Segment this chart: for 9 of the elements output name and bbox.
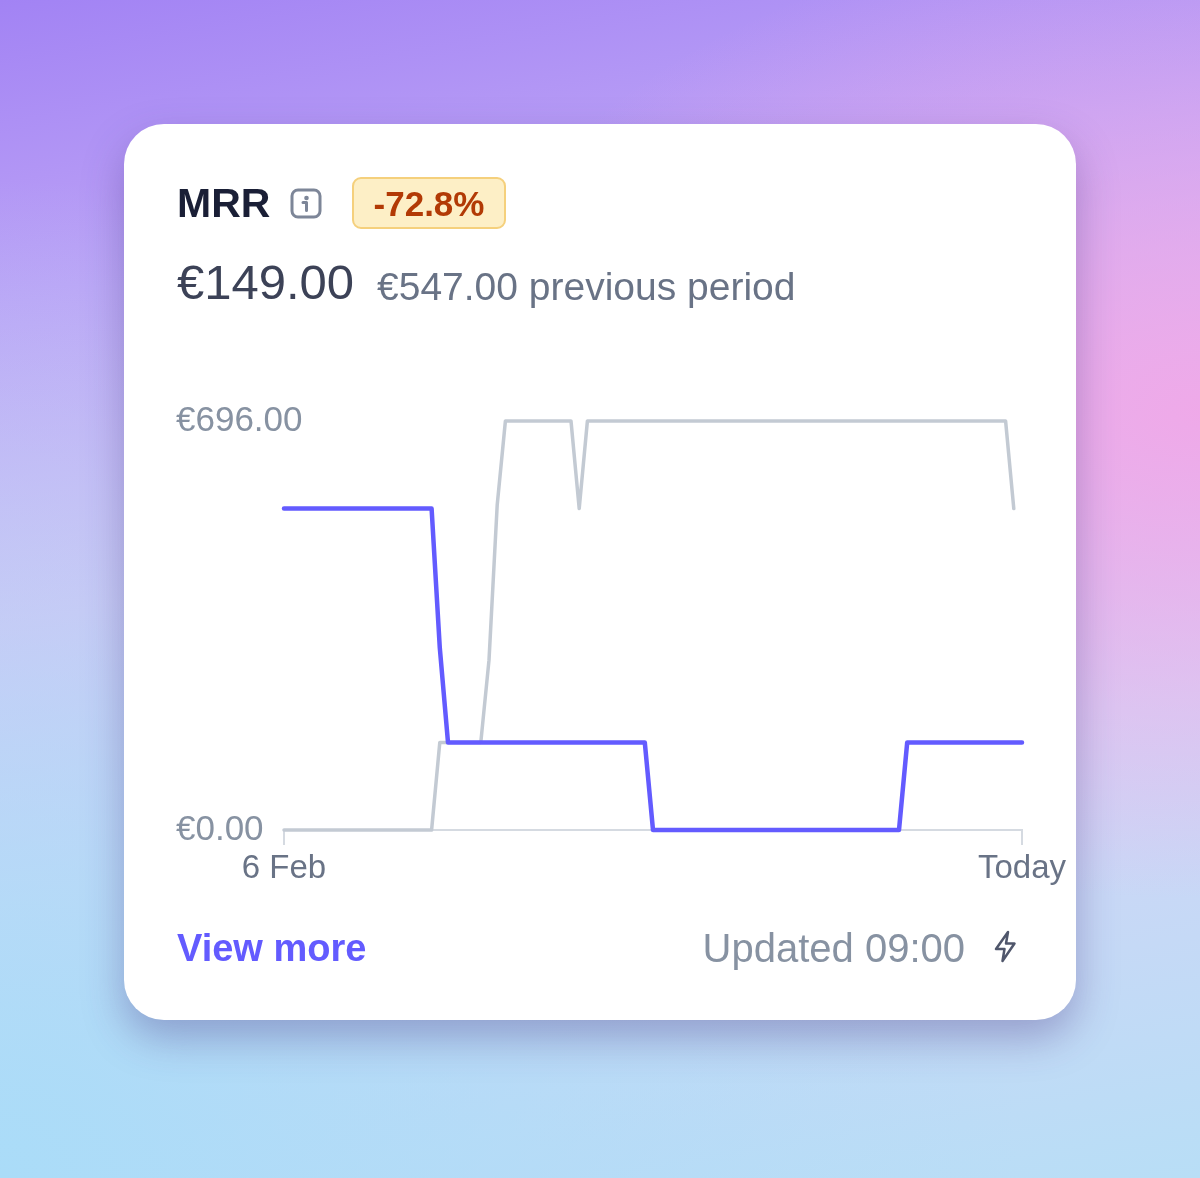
x-tick-label: Today [977, 847, 1067, 885]
chart-title: MRR [177, 180, 271, 226]
y-tick-label: €696.00 [176, 398, 303, 438]
text: €149.00 [177, 255, 355, 309]
text: View more [177, 927, 367, 969]
text: €547.00 previous period [377, 265, 796, 308]
text: Updated 09:00 [702, 926, 965, 970]
x-tick-label: 6 Feb [241, 847, 327, 885]
y-tick-label: €0.00 [176, 807, 264, 847]
